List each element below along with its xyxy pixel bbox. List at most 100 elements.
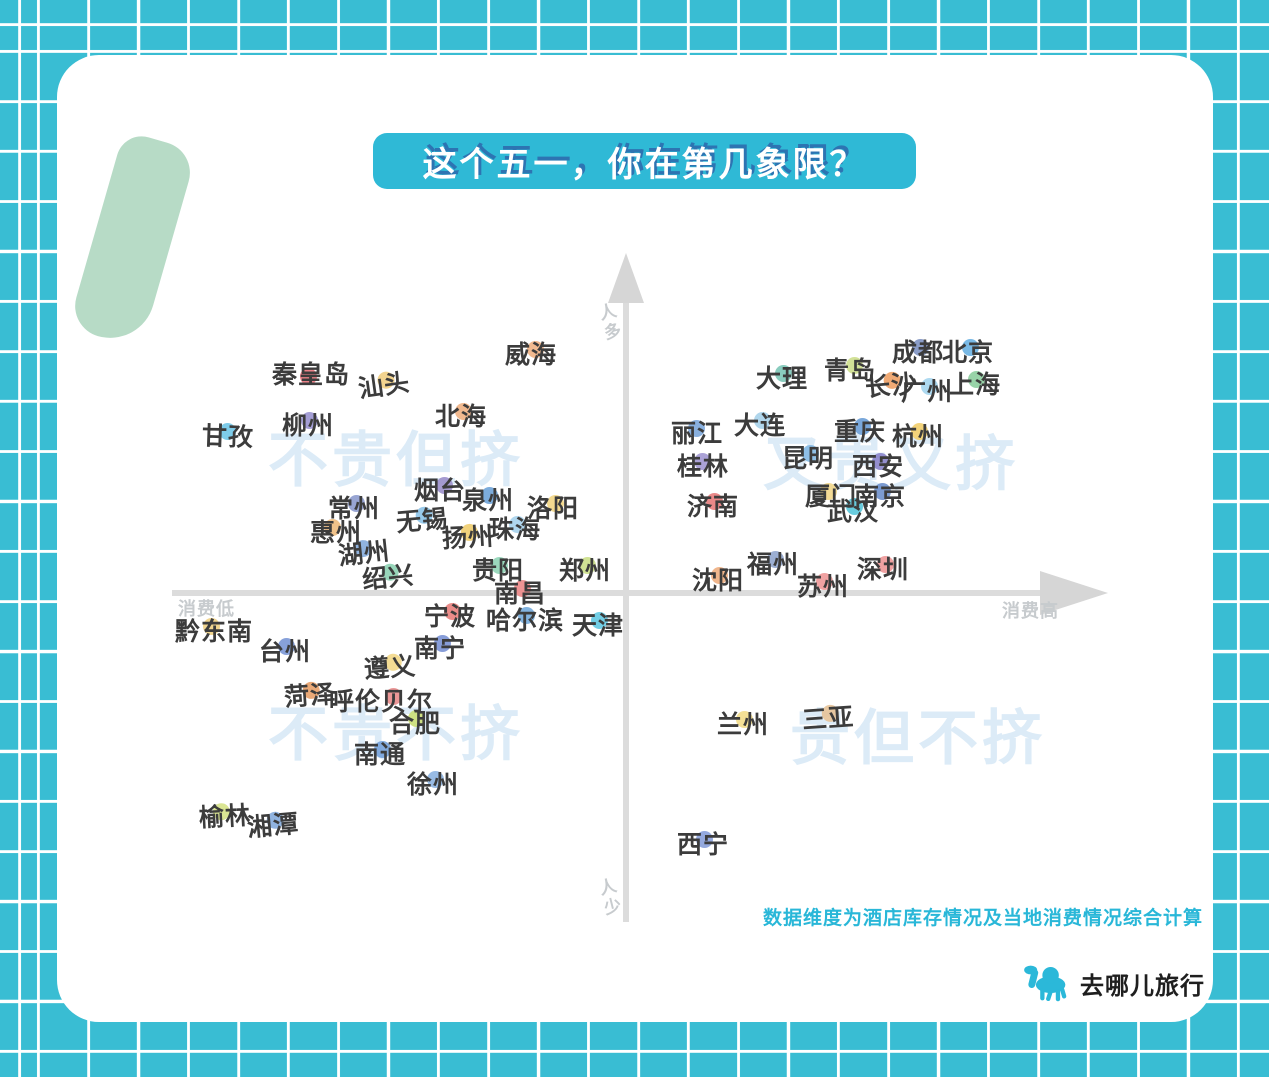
city-dot — [579, 557, 596, 574]
city-dot — [324, 519, 341, 536]
city-dot — [509, 516, 526, 533]
x-axis-right-label: 消费高 — [1002, 601, 1059, 621]
city-label: 湘潭 — [246, 809, 301, 843]
city-point: 洛阳 — [527, 489, 579, 525]
city-point: 柳州 — [282, 406, 334, 442]
city-dot — [518, 607, 535, 624]
city-label: 黔东南 — [175, 618, 254, 646]
city-point: 遵义 — [363, 646, 417, 686]
city-label: 郑州 — [559, 557, 612, 585]
city-point: 甘孜 — [201, 416, 254, 454]
city-label: 兰州 — [717, 711, 770, 739]
city-point: 大理 — [756, 359, 808, 395]
city-point: 苏州 — [797, 567, 849, 603]
city-label: 北海 — [435, 403, 488, 431]
city-dot — [846, 357, 863, 374]
city-point: 三亚 — [801, 697, 855, 737]
city-label: 南昌 — [494, 580, 547, 608]
city-point: 郑州 — [559, 551, 611, 587]
city-label: 南通 — [354, 741, 407, 769]
city-dot — [591, 612, 608, 629]
city-label: 厦门 — [805, 483, 858, 511]
city-point: 南通 — [354, 735, 406, 771]
infographic-card — [57, 55, 1213, 1022]
city-point: 珠海 — [489, 510, 541, 546]
city-point: 沈阳 — [692, 561, 744, 597]
city-dot — [527, 341, 544, 358]
city-label: 济南 — [687, 493, 740, 521]
city-point: 上海 — [949, 365, 1001, 401]
city-dot — [820, 483, 837, 500]
city-label: 惠州 — [310, 519, 363, 547]
city-label: 烟台 — [414, 477, 467, 505]
city-dot — [911, 423, 928, 440]
city-dot — [436, 477, 453, 494]
city-label: 重庆 — [834, 418, 887, 446]
city-point: 丽江 — [671, 414, 723, 450]
city-point: 福州 — [747, 545, 799, 581]
city-point: 常州 — [328, 489, 380, 525]
city-label: 榆林 — [198, 801, 252, 833]
city-dot — [872, 453, 889, 470]
city-label: 杭州 — [892, 423, 945, 451]
city-dot — [711, 567, 728, 584]
city-point: 青岛 — [824, 351, 876, 387]
city-dot — [767, 551, 784, 568]
city-label: 沈阳 — [692, 567, 745, 595]
city-label: 上海 — [949, 371, 1002, 399]
city-dot — [706, 493, 723, 510]
camel-icon — [1024, 965, 1067, 1002]
city-dot — [775, 365, 792, 382]
x-axis-left-label: 消费低 — [178, 599, 235, 619]
city-dot — [408, 710, 425, 727]
city-label: 宁波 — [424, 603, 477, 631]
city-dot — [874, 483, 891, 500]
city-label: 西安 — [852, 453, 905, 481]
city-label: 威海 — [505, 341, 558, 369]
city-dot — [846, 498, 863, 515]
city-dot — [736, 711, 753, 728]
city-point: 兰州 — [717, 705, 769, 741]
city-dot — [385, 688, 402, 705]
city-point: 合肥 — [389, 704, 441, 740]
city-label: 合肥 — [389, 710, 442, 738]
city-point: 绍兴 — [360, 555, 416, 596]
x-axis-line — [172, 590, 1047, 596]
city-point: 湘潭 — [246, 804, 301, 844]
city-point: 桂林 — [677, 447, 729, 483]
city-label: 泉州 — [462, 487, 515, 515]
city-dot — [203, 618, 220, 635]
city-point: 深圳 — [857, 550, 909, 586]
brand-name: 去哪儿旅行 — [1080, 972, 1205, 1000]
city-label: 台州 — [259, 638, 312, 666]
city-dot — [696, 831, 713, 848]
city-point: 榆林 — [198, 796, 252, 835]
city-dot — [491, 557, 508, 574]
page-title: 这个五一，你在第几象限？ — [422, 145, 867, 184]
city-label: 大理 — [756, 365, 809, 393]
city-point: 黔东南 — [175, 612, 253, 648]
city-label: 珠海 — [489, 516, 542, 544]
city-label: 广州 — [901, 378, 954, 406]
title-banner: 这个五一，你在第几象限？ — [373, 133, 916, 189]
city-dot — [688, 420, 705, 437]
city-point: 南昌 — [494, 574, 546, 610]
watermark-top-left: 不贵但挤 — [268, 427, 524, 494]
city-label: 青岛 — [824, 357, 877, 385]
city-dot — [547, 495, 564, 512]
city-label: 深圳 — [857, 556, 910, 584]
city-label: 哈尔滨 — [486, 607, 565, 635]
city-label: 常州 — [328, 495, 381, 523]
city-label: 徐州 — [407, 771, 460, 799]
city-point: 台州 — [259, 632, 311, 668]
city-point: 泉州 — [462, 481, 514, 517]
city-label: 武汉 — [827, 498, 880, 526]
city-point: 惠州 — [310, 513, 362, 549]
city-dot — [481, 487, 498, 504]
city-dot — [912, 339, 929, 356]
city-point: 北京 — [942, 333, 994, 369]
city-dot — [854, 418, 871, 435]
city-dot — [921, 378, 938, 395]
city-point: 南京 — [854, 477, 906, 513]
